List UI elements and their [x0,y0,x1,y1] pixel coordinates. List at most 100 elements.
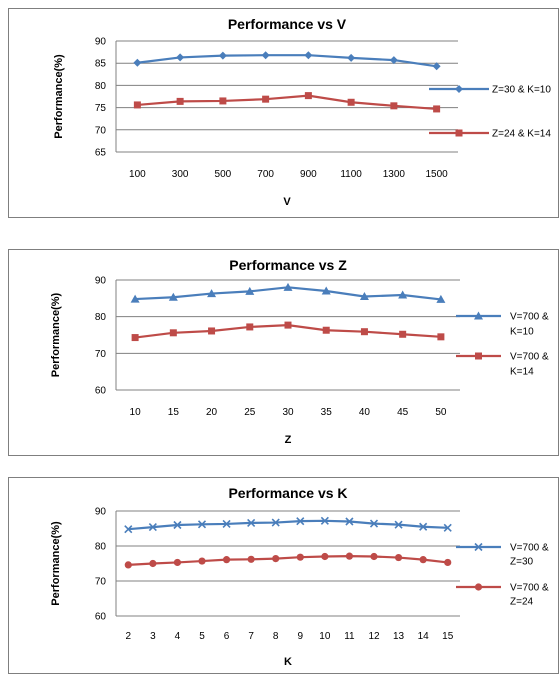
data-point [198,557,206,565]
data-point [133,101,141,109]
y-tick-label: 90 [95,507,107,518]
y-tick-label: 60 [95,612,107,623]
x-tick-label: 500 [215,169,232,180]
data-point [149,559,157,568]
data-point [433,105,441,113]
x-axis-title: V [283,196,291,208]
x-tick-label: 25 [244,407,256,418]
x-tick-label: 3 [150,631,156,642]
x-tick-label: 10 [130,407,142,418]
y-tick-label: 85 [95,59,107,70]
legend-entry-1: V=700 & Z=30 [456,543,549,568]
data-point [173,558,182,567]
series-1 [130,282,446,303]
x-tick-label: 15 [168,407,180,418]
data-point [419,522,428,531]
series-line [137,54,437,68]
data-point [419,556,427,564]
data-point [443,523,452,532]
chart-performance-vs-z: Performance vs Z 60 70 80 90 10 15 20 25 30 35 40 45… [8,249,559,456]
x-tick-label: 10 [319,631,331,642]
series-2 [124,552,452,569]
x-tick-label: 7 [248,631,254,642]
data-point [369,519,379,528]
data-point [168,292,178,301]
data-point [207,289,217,298]
x-tick-label: 14 [418,631,430,642]
y-tick-label: 70 [95,125,107,136]
y-tick-label: 65 [95,148,107,159]
x-tick-label: 900 [300,169,317,180]
y-tick-label: 70 [95,349,107,360]
chart-performance-vs-k: Performance vs K 60 70 80 90 2 3 4 5 6 7 8 9 10 11 12 13… [8,477,559,674]
x-tick-label: 1500 [426,169,449,180]
legend-entry-2: Z=24 & K=14 [429,129,551,140]
legend-label-line: Z=24 [510,597,534,608]
x-tick-label: 15 [442,631,454,642]
chart-svg-performance-vs-v: Performance vs V 65 70 75 80 85 90 100 300 500 700… [53,16,551,208]
data-point [347,53,356,62]
data-point [322,326,330,334]
x-tick-label: 100 [129,169,146,180]
series-2 [133,92,441,113]
legend-label: V=700 & K=10 [510,312,549,338]
legend-label-line: V=700 & [510,543,549,554]
data-point [394,520,403,529]
data-point [284,321,292,329]
x-tick-label: 4 [175,631,181,642]
data-point [176,97,184,105]
x-tick-label: 11 [344,631,355,642]
data-point [272,555,280,563]
x-axis-title: Z [285,434,292,446]
chart-title: Performance vs Z [229,257,347,273]
x-tick-label: 12 [368,631,380,642]
data-point [345,517,354,526]
data-point [321,286,331,295]
x-tick-label: 1100 [340,169,362,180]
data-point [271,518,280,527]
x-axis-title: K [284,656,292,668]
data-point [222,556,231,564]
data-point [245,286,255,295]
legend-marker [474,542,483,552]
data-point [176,53,185,62]
legend-label-line: V=700 & [510,583,549,594]
data-point [247,518,256,527]
legend-label-line: K=14 [510,367,534,378]
data-point [437,333,445,341]
data-point [347,98,355,106]
data-point [360,328,368,336]
data-point [222,519,231,529]
x-tick-label: 35 [321,407,333,418]
data-point [444,558,452,567]
data-point [398,290,408,299]
x-tick-label: 20 [206,407,218,418]
series-1 [124,516,452,534]
legend-entry-1: Z=30 & K=10 [429,85,551,96]
data-point [321,552,329,561]
data-point [432,62,441,71]
data-point [399,330,407,338]
legend-marker [475,352,482,360]
x-tick-label: 5 [199,631,205,642]
x-tick-label: 13 [393,631,405,642]
legend-marker [455,85,463,93]
series-line [137,94,437,111]
data-point [296,517,305,526]
x-tick-label: 9 [298,631,304,642]
legend-label: V=700 & Z=24 [510,583,549,608]
x-tick-label: 1300 [383,169,406,180]
data-point [261,51,270,60]
legend-entry-2: V=700 & K=14 [456,352,549,378]
series-line [128,555,448,566]
data-point [262,95,270,103]
y-tick-label: 80 [95,312,107,323]
data-point [124,525,133,534]
legend-marker [474,583,483,591]
legend-entry-2: V=700 & Z=24 [456,583,549,608]
y-tick-label: 75 [95,103,107,114]
y-tick-label: 90 [95,276,107,287]
y-axis-title: Performance(%) [50,521,62,606]
y-axis-title: Performance(%) [50,292,62,377]
x-tick-label: 2 [126,631,132,642]
